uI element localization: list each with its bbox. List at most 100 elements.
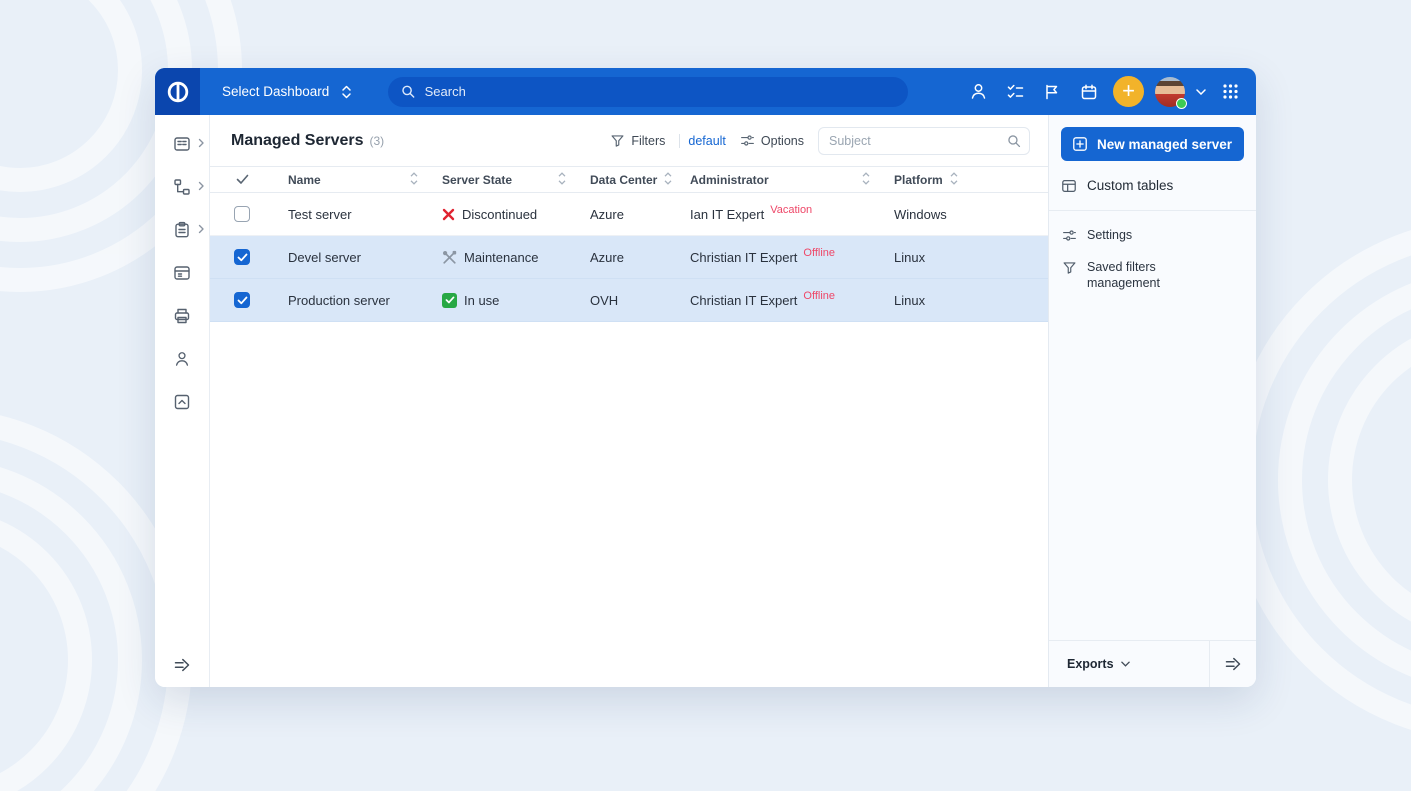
table-body: Test server Discontinued Azure Ian IT Ex… <box>210 193 1048 322</box>
column-header-name[interactable]: Name <box>274 171 428 188</box>
column-header-server-state[interactable]: Server State <box>428 171 576 188</box>
divider <box>679 133 681 148</box>
dashboard-icon <box>174 137 190 151</box>
table-row[interactable]: Test server Discontinued Azure Ian IT Ex… <box>210 193 1048 236</box>
filters-button[interactable]: Filters <box>610 133 665 148</box>
cell-data-center: OVH <box>590 292 619 308</box>
app-window: Select Dashboard + <box>155 68 1256 687</box>
page-title: Managed Servers (3) <box>231 131 385 149</box>
maintenance-tools-icon <box>443 250 457 264</box>
column-header-administrator[interactable]: Administrator <box>676 171 880 188</box>
global-search-input[interactable] <box>424 84 896 99</box>
quick-add-button[interactable]: + <box>1113 76 1144 107</box>
topbar-actions: + <box>965 76 1256 109</box>
cell-name: Devel server <box>288 249 361 265</box>
app-logo-icon <box>167 81 188 102</box>
options-button[interactable]: Options <box>740 133 804 148</box>
cell-server-state: Maintenance <box>428 250 576 265</box>
search-icon <box>402 85 415 98</box>
default-filter-link[interactable]: default <box>688 133 726 148</box>
sidebar <box>155 115 210 687</box>
cell-administrator: Ian IT Expert Vacation <box>690 204 813 222</box>
admin-status-badge: Offline <box>803 247 836 259</box>
dashboard-selector-label: Select Dashboard <box>222 84 330 99</box>
funnel-icon <box>611 135 624 147</box>
chevron-updown-icon <box>342 85 352 98</box>
chevron-right-icon <box>198 135 205 153</box>
main-header: Managed Servers (3) Filters default Opti… <box>210 115 1048 166</box>
panel-collapse-button[interactable] <box>1210 641 1256 687</box>
cell-administrator: Christian IT Expert Offline <box>690 247 836 265</box>
row-checkbox[interactable] <box>234 249 250 265</box>
sliders-icon <box>1061 228 1077 243</box>
user-icon[interactable] <box>965 79 991 105</box>
in-use-check-icon <box>442 292 457 308</box>
select-all-header[interactable] <box>210 174 274 185</box>
chevron-down-icon[interactable] <box>1196 88 1206 95</box>
sort-icon[interactable] <box>950 171 958 188</box>
chevron-down-icon <box>1120 661 1130 667</box>
table-toolbar: Filters default Options <box>610 126 1030 155</box>
sidebar-item-clipboard[interactable] <box>155 221 210 239</box>
user-icon <box>175 352 189 366</box>
sliders-icon <box>740 135 754 146</box>
right-panel: New managed server Custom tables Setting… <box>1048 115 1256 687</box>
square-plus-icon <box>1073 137 1087 151</box>
record-count: (3) <box>369 133 385 148</box>
saved-filters-button[interactable]: Saved filters management <box>1061 259 1244 292</box>
table-row[interactable]: Production server In use OVH Christian I… <box>210 279 1048 322</box>
double-arrow-right-icon <box>1225 657 1240 671</box>
cell-data-center: Azure <box>590 206 624 222</box>
funnel-icon <box>1061 260 1077 275</box>
cell-server-state: Discontinued <box>428 207 576 222</box>
dashboard-selector[interactable]: Select Dashboard <box>222 84 352 99</box>
sort-icon[interactable] <box>410 171 418 188</box>
sort-icon[interactable] <box>558 171 566 188</box>
flag-icon[interactable] <box>1039 79 1065 105</box>
sidebar-item-user[interactable] <box>155 350 210 368</box>
global-search[interactable] <box>388 76 909 107</box>
search-icon[interactable] <box>1007 134 1021 148</box>
custom-tables-button[interactable]: Custom tables <box>1061 177 1244 195</box>
panel-up-icon <box>174 394 190 410</box>
sort-icon[interactable] <box>862 171 870 188</box>
table-row[interactable]: Devel server Maintenance Azure Christian… <box>210 236 1048 279</box>
subject-search-input[interactable] <box>818 126 1030 155</box>
new-managed-server-button[interactable]: New managed server <box>1061 127 1244 161</box>
divider <box>1049 209 1256 211</box>
row-checkbox[interactable] <box>234 292 250 308</box>
apps-grid-icon[interactable] <box>1217 79 1243 105</box>
sidebar-expand-button[interactable] <box>155 658 209 672</box>
sidebar-item-dashboard[interactable] <box>155 135 210 153</box>
chevron-right-icon <box>198 221 205 239</box>
cell-server-state: In use <box>428 292 576 308</box>
sort-icon[interactable] <box>664 171 672 188</box>
cell-platform: Linux <box>894 292 926 308</box>
column-header-data-center[interactable]: Data Center <box>576 171 676 188</box>
sidebar-item-panel-up[interactable] <box>155 393 210 411</box>
calendar-icon[interactable] <box>1076 79 1102 105</box>
servers-table: Name Server State Data Center Administrator… <box>210 166 1048 322</box>
chevron-right-icon <box>198 178 205 196</box>
subject-search <box>818 126 1030 155</box>
topbar: Select Dashboard + <box>155 68 1256 115</box>
sidebar-item-hierarchy[interactable] <box>155 178 210 196</box>
clipboard-icon <box>175 221 189 238</box>
column-header-platform[interactable]: Platform <box>880 171 968 188</box>
cards-icon <box>174 266 190 280</box>
sidebar-items <box>155 135 210 411</box>
avatar[interactable] <box>1155 76 1187 109</box>
exports-button[interactable]: Exports <box>1049 641 1210 687</box>
online-status-dot <box>1176 97 1187 109</box>
table-window-icon <box>1061 178 1077 194</box>
table-header: Name Server State Data Center Administrator… <box>210 166 1048 193</box>
sidebar-item-cards[interactable] <box>155 264 210 282</box>
tasks-icon[interactable] <box>1002 79 1028 105</box>
sidebar-item-printer[interactable] <box>155 307 210 325</box>
printer-icon <box>174 308 190 324</box>
app-logo[interactable] <box>155 68 200 115</box>
settings-button[interactable]: Settings <box>1061 227 1244 243</box>
admin-status-badge: Vacation <box>770 204 813 216</box>
row-checkbox[interactable] <box>234 206 250 222</box>
